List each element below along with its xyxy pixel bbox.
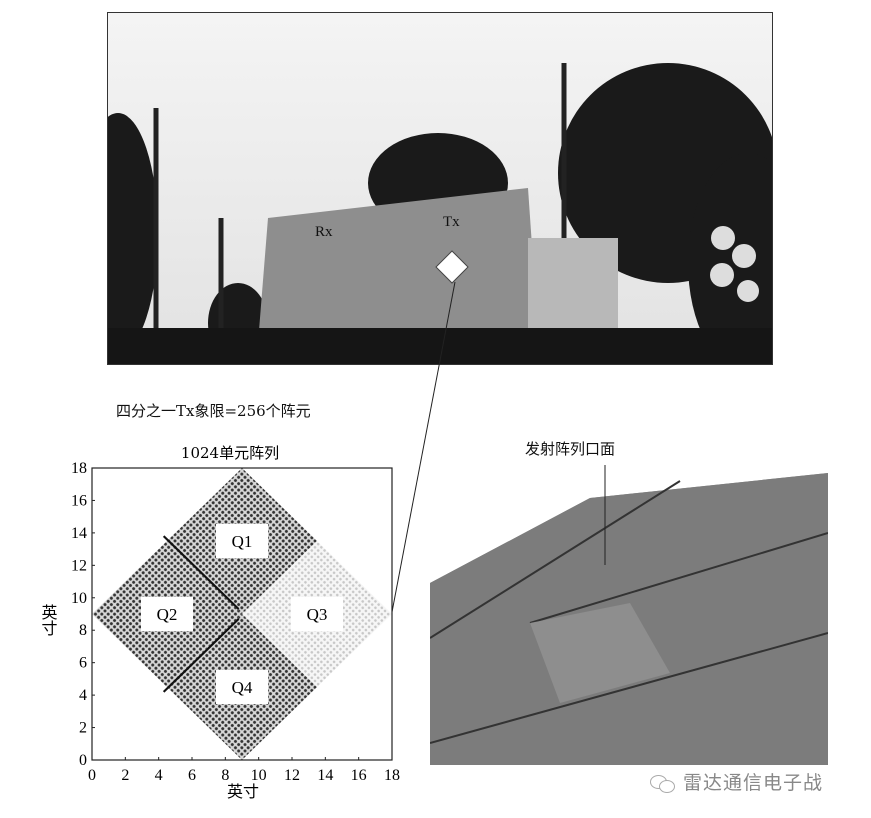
equipment-unit — [528, 238, 618, 328]
x-tick-label: 14 — [317, 767, 333, 784]
aperture-photo-drawing — [430, 473, 828, 765]
quadrant-label-box — [291, 597, 343, 631]
divider-line — [162, 535, 240, 610]
quadrant-label-box — [216, 670, 268, 704]
quadrant-label: Q1 — [232, 532, 253, 551]
y-tick-label: 10 — [71, 590, 87, 607]
quadrant-caption: 四分之一Tx象限=256个阵元 — [116, 402, 311, 420]
y-tick-label: 16 — [71, 492, 87, 509]
tx-aperture-marker — [435, 250, 469, 284]
site-photo-drawing: Rx Tx — [108, 63, 772, 364]
quadrant-q4: Q4 — [167, 614, 317, 760]
watermark-text: 雷达通信电子战 — [683, 772, 824, 794]
x-tick-label: 10 — [251, 767, 267, 784]
x-tick-label: 8 — [221, 767, 229, 784]
quadrants: Q1 Q2 Q3 Q4 — [92, 468, 392, 760]
quadrant-label: Q4 — [232, 678, 253, 697]
y-ticks: 0 2 4 6 8 10 12 14 16 18 — [71, 460, 95, 769]
quadrant-label: Q3 — [307, 605, 328, 624]
x-tick-label: 4 — [155, 767, 163, 784]
x-tick-label: 16 — [351, 767, 367, 784]
leader-line-photo-to-array — [391, 281, 456, 613]
divider-lines — [162, 535, 240, 693]
x-tick-label: 18 — [384, 767, 400, 784]
dish-antennas — [710, 226, 759, 302]
chart-title: 1024单元阵列 — [181, 444, 279, 462]
x-tick-label: 2 — [121, 767, 129, 784]
y-axis-label: 英寸 — [39, 604, 58, 636]
y-tick-label: 18 — [71, 460, 87, 477]
x-ticks: 0 2 4 6 8 10 12 14 16 18 — [88, 757, 400, 784]
quadrant-label: Q2 — [157, 605, 178, 624]
quadrant-label-box — [141, 597, 193, 631]
x-tick-label: 6 — [188, 767, 196, 784]
y-tick-label: 4 — [79, 687, 87, 704]
divider-line — [162, 618, 240, 693]
y-tick-label: 0 — [79, 752, 87, 769]
y-tick-label: 12 — [71, 557, 87, 574]
watermark: 雷达通信电子战 — [650, 768, 823, 795]
shelter-wall — [258, 188, 538, 343]
rx-label: Rx — [315, 224, 333, 240]
panel-seams — [430, 480, 828, 744]
y-tick-label: 6 — [79, 655, 87, 672]
y-tick-label: 14 — [71, 525, 87, 542]
wechat-icon — [650, 774, 676, 793]
plot-frame — [91, 467, 393, 761]
quadrant-label-box — [216, 524, 268, 558]
aperture-caption: 发射阵列口面 — [525, 440, 616, 458]
aperture-region — [530, 603, 670, 703]
y-tick-label: 8 — [79, 622, 87, 639]
x-tick-label: 0 — [88, 767, 96, 784]
tx-rx-site-photo: Rx Tx — [107, 12, 773, 365]
tx-label: Tx — [443, 214, 460, 230]
x-tick-label: 12 — [284, 767, 300, 784]
x-axis-label: 英寸 — [227, 782, 259, 801]
y-tick-label: 2 — [79, 720, 87, 737]
transmit-aperture-photo — [430, 473, 828, 765]
